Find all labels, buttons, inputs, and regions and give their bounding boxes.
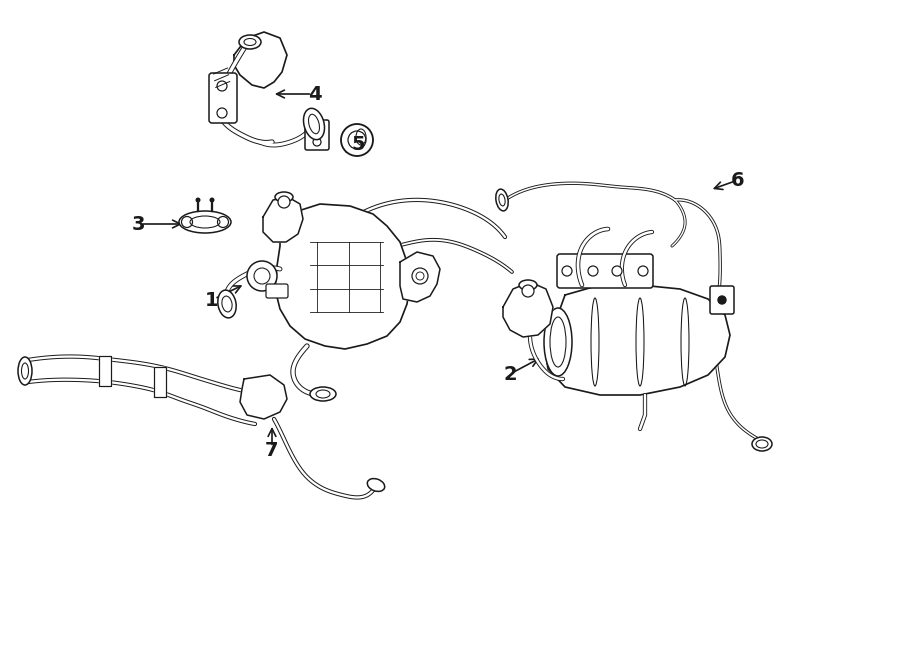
Ellipse shape bbox=[519, 280, 537, 290]
Ellipse shape bbox=[18, 357, 32, 385]
Ellipse shape bbox=[239, 35, 261, 49]
Ellipse shape bbox=[22, 363, 29, 379]
Ellipse shape bbox=[309, 115, 320, 134]
Polygon shape bbox=[240, 375, 287, 419]
Circle shape bbox=[612, 266, 622, 276]
Circle shape bbox=[638, 266, 648, 276]
Ellipse shape bbox=[303, 109, 325, 140]
Circle shape bbox=[278, 196, 290, 208]
Ellipse shape bbox=[544, 308, 572, 376]
Ellipse shape bbox=[341, 124, 373, 156]
Ellipse shape bbox=[222, 296, 232, 312]
Ellipse shape bbox=[310, 387, 336, 401]
Polygon shape bbox=[234, 32, 287, 88]
Circle shape bbox=[412, 268, 428, 284]
FancyBboxPatch shape bbox=[305, 120, 329, 150]
Ellipse shape bbox=[316, 390, 330, 398]
Ellipse shape bbox=[752, 437, 772, 451]
Ellipse shape bbox=[218, 290, 236, 318]
Circle shape bbox=[522, 285, 534, 297]
Text: 2: 2 bbox=[503, 365, 517, 383]
Polygon shape bbox=[545, 285, 730, 395]
Polygon shape bbox=[400, 252, 440, 302]
Ellipse shape bbox=[179, 211, 231, 233]
Text: 1: 1 bbox=[205, 291, 219, 310]
Text: 7: 7 bbox=[266, 440, 279, 459]
Polygon shape bbox=[503, 282, 553, 337]
Text: 4: 4 bbox=[308, 85, 322, 103]
Circle shape bbox=[562, 266, 572, 276]
Circle shape bbox=[195, 197, 201, 203]
Polygon shape bbox=[154, 367, 166, 397]
Circle shape bbox=[247, 261, 277, 291]
Polygon shape bbox=[275, 204, 410, 349]
Circle shape bbox=[588, 266, 598, 276]
Circle shape bbox=[217, 108, 227, 118]
Circle shape bbox=[182, 216, 193, 228]
Text: 5: 5 bbox=[351, 134, 364, 154]
Ellipse shape bbox=[244, 38, 256, 46]
Ellipse shape bbox=[367, 479, 384, 491]
FancyBboxPatch shape bbox=[710, 286, 734, 314]
Circle shape bbox=[313, 138, 321, 146]
Ellipse shape bbox=[496, 189, 508, 211]
Circle shape bbox=[218, 216, 229, 228]
FancyBboxPatch shape bbox=[557, 254, 653, 288]
Ellipse shape bbox=[348, 131, 366, 149]
Circle shape bbox=[254, 268, 270, 284]
Polygon shape bbox=[99, 356, 111, 386]
Text: 6: 6 bbox=[731, 171, 745, 189]
Ellipse shape bbox=[275, 192, 293, 202]
Circle shape bbox=[210, 197, 214, 203]
Ellipse shape bbox=[499, 194, 505, 206]
FancyBboxPatch shape bbox=[266, 284, 288, 298]
Text: 3: 3 bbox=[131, 214, 145, 234]
Circle shape bbox=[416, 272, 424, 280]
Ellipse shape bbox=[756, 440, 768, 448]
Circle shape bbox=[718, 296, 726, 304]
FancyBboxPatch shape bbox=[209, 73, 237, 123]
Polygon shape bbox=[263, 197, 303, 242]
Circle shape bbox=[217, 81, 227, 91]
